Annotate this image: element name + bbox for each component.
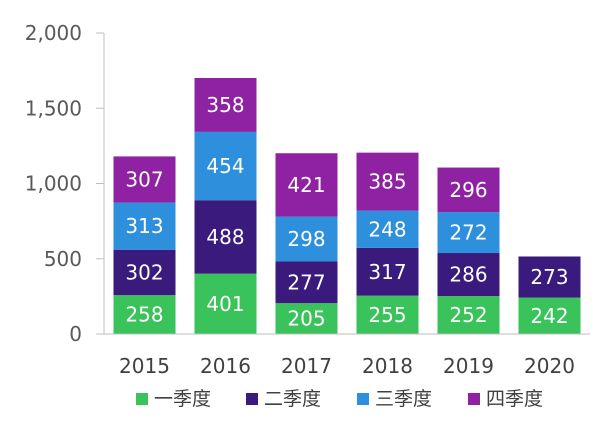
bars: 258 302 313 307 401 488 454 358 205 277 298 421 255 3… xyxy=(113,77,581,334)
data-label: 273 xyxy=(530,265,568,289)
x-tick-label: 2019 xyxy=(443,354,494,378)
legend-label: 三季度 xyxy=(375,388,432,410)
data-label: 313 xyxy=(125,214,163,238)
bar-segment xyxy=(356,247,419,296)
data-label: 401 xyxy=(206,292,244,316)
legend-swatch xyxy=(468,393,480,405)
bar-segment xyxy=(437,296,500,334)
y-tick-label: 0 xyxy=(69,322,82,346)
y-tick-label: 1,000 xyxy=(25,172,82,196)
y-tick-label: 500 xyxy=(44,247,82,271)
x-tick-label: 2020 xyxy=(524,354,575,378)
bar-segment xyxy=(113,156,176,203)
bar-segment xyxy=(518,256,581,298)
y-axis: 0 500 1,000 1,500 2,000 xyxy=(25,21,105,346)
data-label: 385 xyxy=(368,170,406,194)
data-label: 205 xyxy=(287,307,325,331)
data-label: 252 xyxy=(449,303,487,327)
bar-segment xyxy=(437,167,500,213)
bar-segment xyxy=(356,295,419,334)
bar-segment xyxy=(113,249,176,296)
data-label: 307 xyxy=(125,168,163,192)
legend: 一季度 二季度 三季度 四季度 xyxy=(136,388,543,410)
data-label: 277 xyxy=(287,270,325,294)
legend-label: 二季度 xyxy=(264,388,321,410)
data-label: 258 xyxy=(125,303,163,327)
legend-label: 一季度 xyxy=(154,388,211,410)
x-tick-label: 2018 xyxy=(362,354,413,378)
bar-segment xyxy=(194,273,257,334)
bar-segment xyxy=(275,261,338,304)
legend-swatch xyxy=(246,393,258,405)
x-tick-label: 2015 xyxy=(119,354,170,378)
bar-segment xyxy=(113,295,176,334)
bar-segment xyxy=(194,131,257,201)
data-label: 242 xyxy=(530,304,568,328)
y-tick-label: 1,500 xyxy=(25,96,82,120)
data-label: 358 xyxy=(206,93,244,117)
bar-segment xyxy=(194,77,257,132)
bar-segment xyxy=(113,202,176,250)
bar-segment xyxy=(275,303,338,334)
bar-segment xyxy=(194,200,257,274)
data-label: 286 xyxy=(449,263,487,287)
legend-swatch xyxy=(136,393,148,405)
bar-segment xyxy=(356,210,419,248)
bar-segment xyxy=(275,216,338,262)
data-label: 488 xyxy=(206,225,244,249)
data-label: 298 xyxy=(287,227,325,251)
data-label: 302 xyxy=(125,260,163,284)
legend-label: 四季度 xyxy=(486,388,543,410)
data-label: 296 xyxy=(449,178,487,202)
data-label: 248 xyxy=(368,217,406,241)
bar-segment xyxy=(518,297,581,334)
bar-segment xyxy=(437,212,500,254)
bar-segment xyxy=(437,253,500,297)
data-label: 317 xyxy=(368,260,406,284)
data-label: 272 xyxy=(449,221,487,245)
data-label: 421 xyxy=(287,173,325,197)
bar-segment xyxy=(356,152,419,211)
legend-swatch xyxy=(357,393,369,405)
data-label: 454 xyxy=(206,154,244,178)
x-tick-label: 2016 xyxy=(200,354,251,378)
bar-segment xyxy=(275,153,338,217)
y-tick-label: 2,000 xyxy=(25,21,82,45)
x-tick-label: 2017 xyxy=(281,354,332,378)
x-axis: 2015 2016 2017 2018 2019 2020 xyxy=(104,333,590,378)
data-label: 255 xyxy=(368,303,406,327)
